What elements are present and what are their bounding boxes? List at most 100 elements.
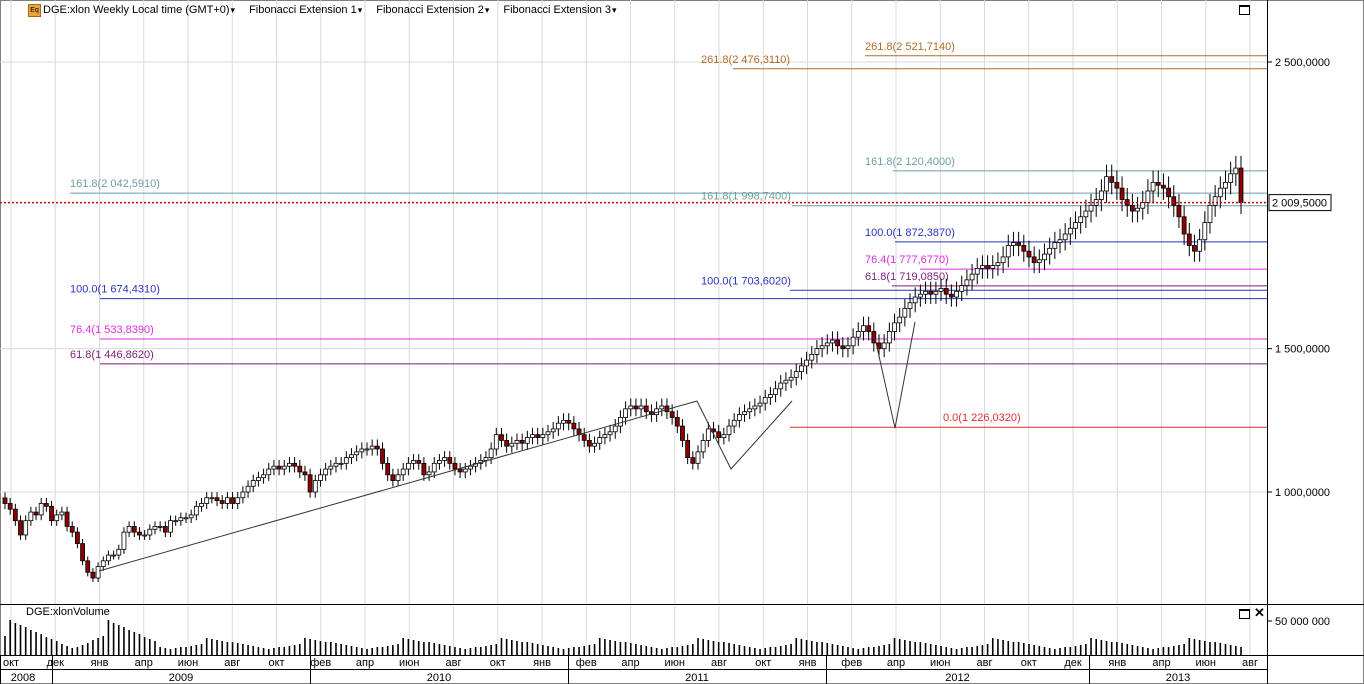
candle-body [1083, 210, 1089, 218]
candle-body [633, 405, 639, 410]
month-tick-label: апр [356, 657, 374, 669]
candle-body [866, 325, 872, 332]
candle-body [95, 566, 101, 579]
candle-body [147, 528, 153, 536]
month-tick-label: фев [576, 657, 597, 669]
candle-body [721, 434, 727, 438]
candle-body [835, 339, 841, 347]
volume-maximize-icon[interactable] [1239, 609, 1250, 619]
candle-body [54, 514, 60, 522]
candle-body [638, 405, 644, 410]
candle-body [700, 439, 706, 453]
candle-body [266, 468, 272, 476]
candle-body [509, 442, 515, 447]
candle-body [1011, 242, 1016, 246]
candle-body [824, 342, 830, 347]
price-tick-label: 2 500,0000 [1275, 57, 1330, 69]
candle-body [1238, 167, 1244, 204]
fib-level-label: 100.0(1 872,3870) [865, 227, 955, 239]
candle-body [437, 460, 442, 464]
candle-body [1104, 176, 1109, 192]
candle-body [173, 520, 179, 523]
candle-body [204, 497, 210, 504]
candle-body [38, 503, 44, 516]
candle-body [799, 365, 804, 373]
month-tick-label: апр [1152, 657, 1170, 669]
candle-body [261, 474, 266, 479]
candle-body [488, 448, 494, 459]
candle-body [1186, 233, 1192, 246]
candle-body [245, 485, 251, 493]
candle-body [943, 288, 949, 295]
candle-body [1202, 222, 1208, 241]
candle-body [49, 505, 54, 522]
candle-body [545, 431, 551, 436]
volume-panel-title: DGE:xlonVolume [26, 606, 110, 618]
candle-body [354, 451, 360, 456]
month-tick-label: июн [1196, 657, 1216, 669]
month-tick-label: дек [47, 657, 65, 669]
candle-body [338, 462, 344, 465]
candle-body [426, 471, 432, 476]
candle-body [209, 497, 215, 500]
candle-body [121, 531, 127, 550]
candle-body [23, 520, 29, 536]
maximize-icon[interactable] [1239, 5, 1250, 15]
month-tick-label: окт [490, 657, 506, 669]
candle-body [773, 388, 778, 395]
candle-body [162, 526, 168, 533]
candle-body [643, 405, 649, 413]
candle-body [468, 465, 473, 470]
candle-body [540, 434, 546, 438]
month-tick-label: июн [665, 657, 685, 669]
candle-body [1207, 204, 1213, 223]
candle-body [188, 514, 194, 519]
month-tick-label: окт [755, 657, 771, 669]
candle-body [43, 503, 49, 507]
candle-body [421, 462, 427, 476]
year-tick-label: 2009 [169, 672, 193, 684]
fib-extension-3-menu[interactable]: Fibonacci Extension 3 [503, 4, 616, 16]
candle-body [1192, 245, 1197, 252]
candle-body [1176, 204, 1182, 218]
candle-body [830, 339, 835, 344]
candle-body [499, 434, 504, 441]
volume-close-icon[interactable]: ✕ [1254, 605, 1265, 620]
candle-body [318, 474, 323, 481]
candle-body [592, 442, 597, 447]
candle-body [990, 265, 996, 269]
fib-extension-2-menu[interactable]: Fibonacci Extension 2 [376, 4, 489, 16]
candle-body [126, 526, 132, 533]
candle-body [892, 322, 897, 332]
fib-level-label: 161.8(2 120,4000) [865, 156, 955, 168]
month-tick-label: июн [930, 657, 950, 669]
chart-toolbar: DGE:xlon Weekly Local time (GMT+0) Fibon… [43, 2, 617, 18]
candle-body [923, 290, 928, 295]
month-tick-label: апр [621, 657, 639, 669]
candle-body [111, 554, 117, 557]
candle-body [2, 497, 8, 504]
candle-body [881, 342, 887, 350]
candle-body [980, 265, 985, 269]
candle-body [1016, 242, 1022, 246]
candle-body [100, 560, 106, 567]
fib-level-label: 61.8(1 446,8620) [70, 349, 154, 361]
candle-body [271, 465, 277, 470]
candle-body [731, 419, 737, 427]
candle-body [385, 462, 391, 476]
month-tick-label: авг [977, 657, 993, 669]
fib-level-label: 261.8(2 476,3110) [701, 54, 790, 66]
fib-extension-1-menu[interactable]: Fibonacci Extension 1 [249, 4, 362, 16]
candle-body [618, 417, 623, 427]
candle-body [1031, 256, 1037, 264]
month-tick-label: апр [887, 657, 905, 669]
candle-body [804, 359, 809, 367]
equity-icon[interactable]: Eq [28, 4, 41, 17]
candle-body [535, 434, 541, 438]
instrument-menu[interactable]: DGE:xlon Weekly Local time (GMT+0) [43, 4, 235, 16]
candle-body [1109, 176, 1115, 183]
candle-body [302, 471, 308, 476]
candle-body [959, 285, 965, 292]
